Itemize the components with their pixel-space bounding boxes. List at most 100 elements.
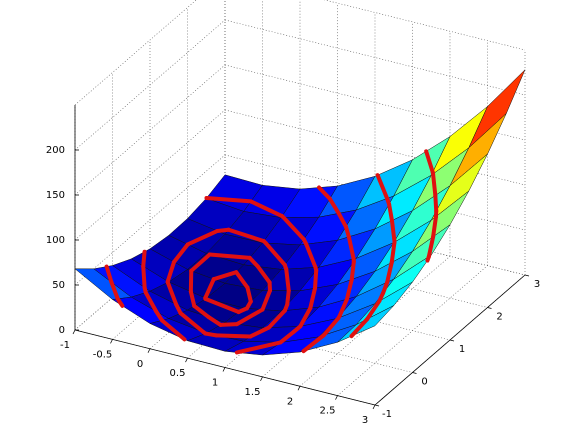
x-tick	[260, 376, 263, 382]
contour-line	[189, 252, 212, 273]
contour-line	[346, 234, 356, 261]
contour-line	[308, 286, 317, 311]
contour-line	[165, 280, 179, 307]
z-tick-label: 0	[59, 325, 65, 336]
contour-line	[433, 193, 439, 214]
contour-line	[247, 255, 260, 269]
contour-line	[261, 239, 268, 246]
contour-line	[185, 228, 220, 247]
contour-line	[377, 291, 386, 304]
contour-line	[248, 325, 271, 339]
contour-line	[248, 199, 285, 219]
x-tick-label: 0.5	[170, 368, 186, 379]
z-tick-label: 100	[46, 235, 65, 246]
x-tick	[372, 404, 376, 410]
contour-line	[349, 259, 356, 282]
y-tick-label: -1	[382, 409, 392, 420]
contour-line	[178, 311, 206, 335]
contour-line	[389, 240, 397, 265]
contour-line	[298, 306, 313, 328]
contour-line	[204, 196, 253, 204]
contour-line	[234, 340, 283, 355]
grid-line	[337, 265, 488, 396]
contour-line	[263, 241, 287, 267]
y-tick-label: 2	[496, 312, 502, 323]
x-tick	[222, 367, 226, 372]
y-tick	[524, 274, 530, 277]
contour-line	[280, 214, 286, 220]
contour-line	[234, 307, 265, 327]
y-tick	[412, 372, 417, 374]
contour-line	[336, 313, 342, 320]
grid-line	[224, 154, 526, 231]
grid-line	[224, 19, 526, 96]
y-tick-label: 3	[534, 279, 540, 290]
contour-line	[143, 290, 159, 314]
contour-line	[285, 288, 291, 307]
x-tick	[335, 395, 338, 400]
contour-line	[141, 264, 147, 290]
contour-line	[226, 227, 266, 244]
contour-line	[301, 237, 309, 247]
x-tick-label: 3	[362, 415, 368, 426]
z-tick-label: 200	[46, 145, 65, 156]
contour-line	[160, 318, 187, 342]
x-tick-label: 2.5	[320, 406, 336, 417]
contour-line	[281, 215, 306, 242]
box-edge	[74, 0, 197, 106]
contour-line	[206, 315, 223, 327]
contour-line	[304, 242, 318, 270]
contour-line	[104, 264, 114, 285]
contour-line	[244, 299, 253, 311]
contour-line	[389, 218, 397, 244]
contour-line	[321, 315, 341, 338]
y-tick	[374, 404, 380, 407]
contour-line	[203, 277, 216, 300]
contour-line	[426, 234, 436, 259]
contour-line	[317, 185, 332, 201]
contour-line	[207, 252, 252, 260]
contour-line	[260, 288, 272, 312]
contour-line	[192, 303, 211, 320]
contour-line	[284, 267, 291, 293]
contour-line	[234, 270, 250, 290]
contour-line	[431, 214, 438, 239]
x-tick-label: 1.5	[245, 387, 261, 398]
contour-line	[344, 277, 354, 302]
contour-line	[387, 202, 394, 223]
contour-line	[172, 242, 190, 264]
contour-line	[211, 270, 239, 282]
contour-line	[343, 224, 351, 239]
x-tick	[147, 348, 151, 353]
contour-line	[203, 296, 241, 315]
contour-line	[115, 296, 125, 308]
z-tick-label: 50	[52, 280, 65, 291]
x-tick-label: -0.5	[93, 349, 113, 360]
contour-line	[165, 260, 176, 284]
contour-line	[141, 249, 147, 269]
x-tick-label: 1	[212, 378, 218, 389]
contour-line	[313, 268, 319, 291]
y-tick	[449, 339, 455, 342]
contour-line	[188, 289, 197, 308]
contour-line	[266, 308, 287, 330]
contour-line	[336, 211, 348, 229]
contour-line	[278, 329, 296, 345]
contour-line	[375, 173, 390, 201]
contour-line	[245, 285, 253, 304]
grid-line	[224, 109, 526, 186]
contour-line	[424, 149, 435, 175]
contour-line	[255, 264, 272, 285]
contour-line	[282, 302, 290, 313]
contour-line	[214, 333, 253, 339]
x-tick	[297, 386, 301, 391]
x-tick	[110, 339, 113, 344]
x-tick-label: 0	[137, 359, 143, 370]
x-tick	[72, 329, 76, 335]
z-tick-label: 150	[46, 190, 65, 201]
contour-line	[327, 196, 341, 216]
x-tick	[185, 357, 188, 363]
y-tick	[487, 307, 492, 309]
contour-line	[431, 171, 438, 198]
